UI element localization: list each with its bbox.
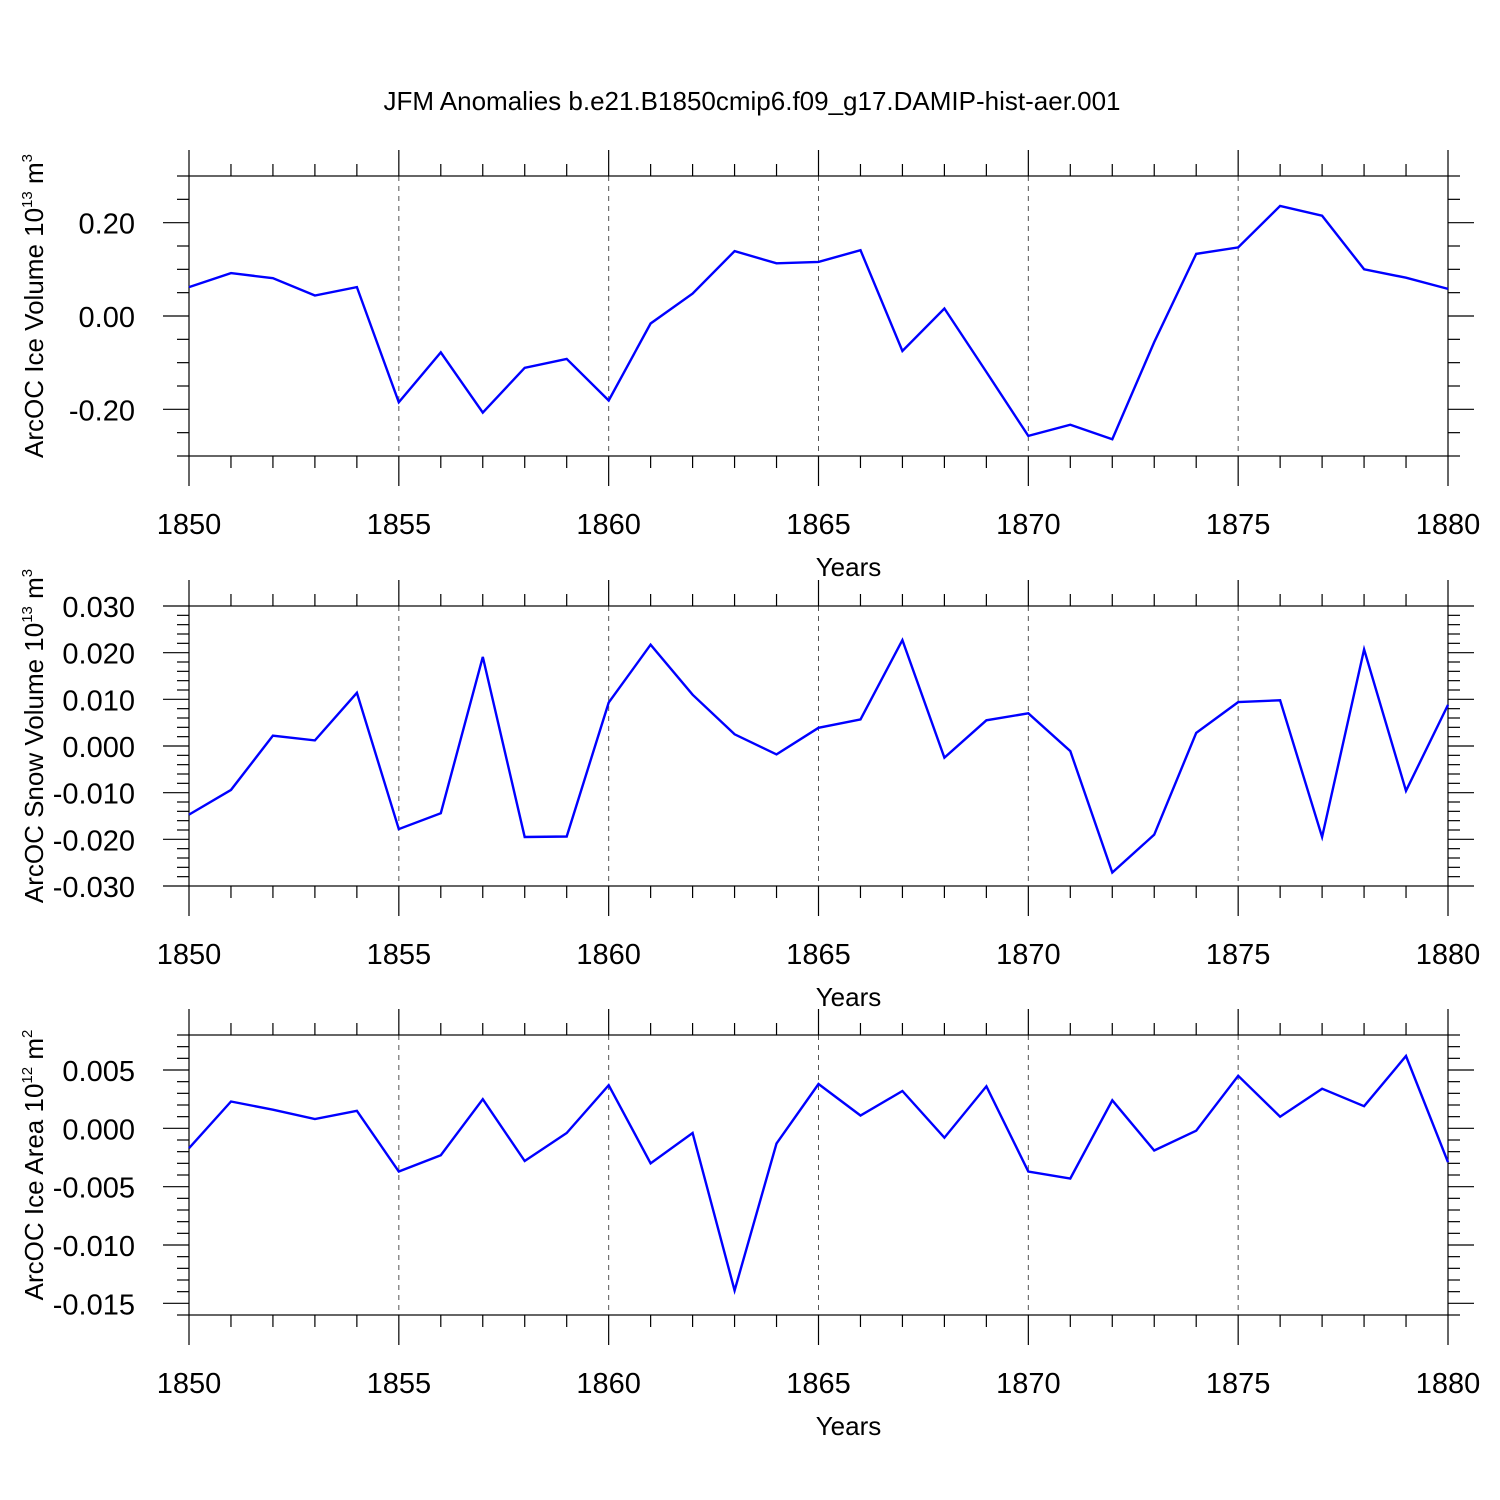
x-tick-label: 1870: [996, 509, 1061, 541]
y-tick-label: 0.030: [62, 592, 135, 624]
panel-1: 1850 1855 1860 1865 1870 1875 1880 Years -0.20 0.…: [19, 150, 1480, 582]
x-tick-label: 1865: [786, 939, 851, 971]
y-axis-label-unit-exponent: 2: [19, 1030, 36, 1038]
y-tick-label: -0.20: [69, 395, 135, 427]
x-tick-label: 1855: [367, 1368, 432, 1400]
y-axis-label-exponent: 13: [19, 606, 36, 623]
y-axis-label-main: ArcOC Snow Volume 10: [19, 623, 49, 903]
y-tick-label: -0.030: [53, 872, 135, 904]
x-tick-label: 1875: [1206, 1368, 1271, 1400]
x-tick-label: 1880: [1416, 1368, 1481, 1400]
y-axis-label: ArcOC Ice Volume 1013 m3: [19, 154, 49, 458]
panel-2: 1850 1855 1860 1865 1870 1875 1880 Years -0.030 -…: [19, 569, 1480, 1012]
x-axis-label: Years: [816, 1411, 882, 1441]
y-tick-label: -0.005: [53, 1173, 135, 1205]
x-tick-label: 1875: [1206, 509, 1271, 541]
y-axis-label-unit: m: [19, 162, 49, 191]
x-tick-label: 1860: [576, 939, 641, 971]
y-axis-label: ArcOC Ice Area 1012 m2: [19, 1030, 49, 1301]
x-tick-label: 1865: [786, 509, 851, 541]
y-axis-label-exponent: 12: [19, 1067, 36, 1084]
x-tick-label: 1850: [157, 1368, 222, 1400]
x-tick-label: 1860: [576, 509, 641, 541]
chart-title: JFM Anomalies b.e21.B1850cmip6.f09_g17.D…: [383, 86, 1120, 116]
y-axis-label: ArcOC Snow Volume 1013 m3: [19, 569, 49, 903]
y-axis-label-unit-exponent: 3: [19, 569, 36, 577]
x-tick-label: 1880: [1416, 509, 1481, 541]
y-tick-label: -0.015: [53, 1289, 135, 1321]
x-axis-label: Years: [816, 552, 882, 582]
x-tick-label: 1870: [996, 939, 1061, 971]
y-tick-label: -0.010: [53, 1231, 135, 1263]
y-tick-label: 0.020: [62, 639, 135, 671]
x-tick-label: 1870: [996, 1368, 1061, 1400]
y-tick-label: 0.20: [79, 209, 135, 241]
y-axis-label-unit-exponent: 3: [19, 154, 36, 162]
y-axis-label-exponent: 13: [19, 191, 36, 208]
y-axis-label-unit: m: [19, 577, 49, 606]
x-tick-label: 1855: [367, 939, 432, 971]
series-line: [188, 204, 1449, 441]
x-tick-label: 1850: [157, 939, 222, 971]
x-tick-label: 1865: [786, 1368, 851, 1400]
y-tick-label: 0.000: [62, 1114, 135, 1146]
y-tick-label: 0.005: [62, 1056, 135, 1088]
series-line: [188, 637, 1450, 875]
y-tick-label: -0.020: [53, 825, 135, 857]
panel-3: 1850 1855 1860 1865 1870 1875 1880 Years -0.015 -…: [19, 1009, 1480, 1441]
x-tick-label: 1855: [367, 509, 432, 541]
y-tick-label: 0.000: [62, 732, 135, 764]
x-tick-label: 1880: [1416, 939, 1481, 971]
x-axis-label: Years: [816, 982, 882, 1012]
y-tick-label: 0.00: [79, 302, 135, 334]
x-tick-label: 1875: [1206, 939, 1271, 971]
y-axis-label-main: ArcOC Ice Volume 10: [19, 208, 49, 458]
x-tick-label: 1850: [157, 509, 222, 541]
series-line: [188, 1053, 1450, 1296]
y-tick-label: -0.010: [53, 779, 135, 811]
x-tick-label: 1860: [576, 1368, 641, 1400]
y-axis-label-main: ArcOC Ice Area 10: [19, 1084, 49, 1301]
y-tick-label: 0.010: [62, 685, 135, 717]
y-axis-label-unit: m: [19, 1038, 49, 1067]
